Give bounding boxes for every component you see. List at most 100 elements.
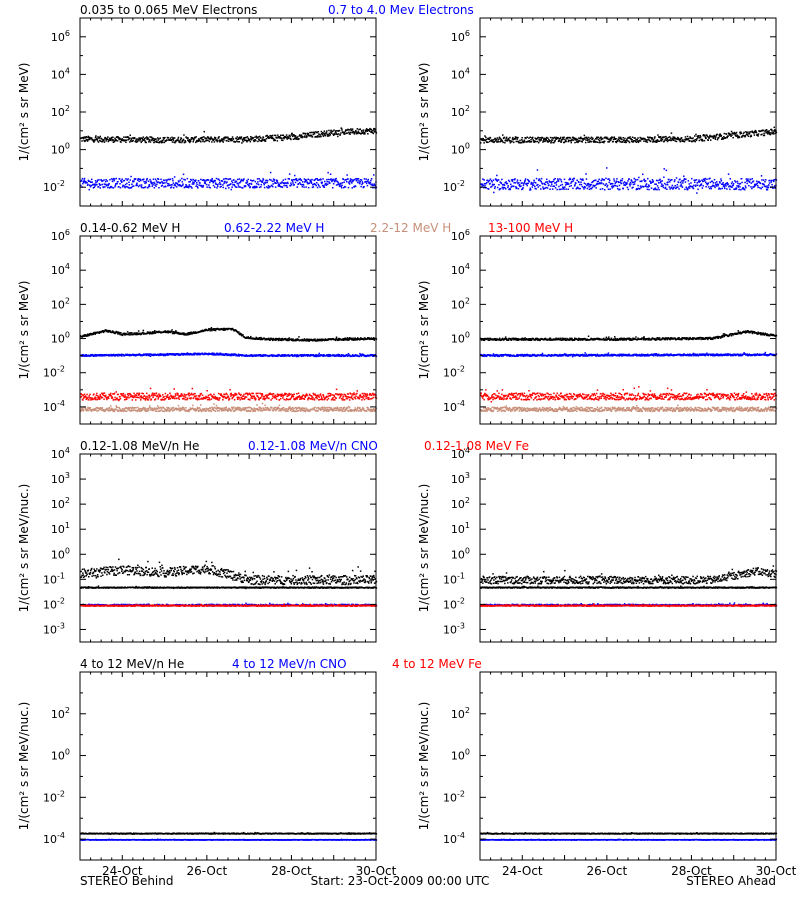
data-point [768, 184, 770, 186]
data-point [216, 178, 218, 180]
data-point [223, 187, 225, 189]
data-point [308, 133, 310, 135]
data-point [601, 180, 603, 182]
data-point [349, 133, 351, 135]
data-point [122, 335, 124, 337]
data-point [258, 178, 260, 180]
data-point [538, 186, 540, 188]
data-point [709, 178, 711, 180]
data-point [623, 139, 625, 141]
chart-area: 0.035 to 0.065 MeV Electrons 0.7 to 4.0 M… [17, 3, 797, 878]
data-point [260, 410, 262, 412]
data-point [164, 411, 166, 413]
data-point [680, 183, 682, 185]
data-point [217, 140, 219, 142]
data-point [171, 137, 173, 139]
data-point [771, 130, 773, 132]
data-point [245, 408, 247, 410]
data-point [187, 137, 189, 139]
data-point [723, 184, 725, 186]
data-point [119, 334, 121, 336]
data-point [762, 187, 764, 189]
data-point [677, 184, 679, 186]
data-point [187, 186, 189, 188]
data-point [146, 142, 148, 144]
data-point [327, 407, 329, 409]
data-point [713, 185, 715, 187]
data-point [646, 186, 648, 188]
data-point [532, 182, 534, 184]
data-point [277, 180, 279, 182]
data-point [354, 133, 356, 135]
data-point [323, 410, 325, 412]
data-point [294, 136, 296, 138]
data-point [124, 187, 126, 189]
data-point [731, 134, 733, 136]
data-point [502, 142, 504, 144]
data-point [585, 183, 587, 185]
data-point [282, 140, 284, 142]
data-point [197, 407, 199, 409]
data-point [760, 188, 762, 190]
data-point [757, 135, 759, 137]
data-point [243, 137, 245, 139]
data-point [250, 186, 252, 188]
data-point [689, 183, 691, 185]
data-point [548, 184, 550, 186]
data-point [496, 175, 498, 177]
data-point [624, 138, 626, 140]
data-point [750, 186, 752, 188]
data-point [717, 139, 719, 141]
data-point [525, 138, 527, 140]
data-point [598, 181, 600, 183]
data-point [91, 181, 93, 183]
data-point [675, 140, 677, 142]
data-point [256, 183, 258, 185]
data-point [752, 178, 754, 180]
data-point [766, 129, 768, 131]
y-axis-label: 1/(cm² s sr MeV) [17, 63, 31, 162]
data-point [250, 179, 252, 181]
data-point [109, 407, 111, 409]
data-point [713, 138, 715, 140]
data-point [571, 181, 573, 183]
data-point [316, 182, 318, 184]
data-point [261, 410, 263, 412]
data-point [253, 180, 255, 182]
data-point [623, 137, 625, 139]
data-point [724, 133, 726, 135]
data-point [230, 178, 232, 180]
data-point [625, 140, 627, 142]
data-point [349, 183, 351, 185]
data-point [236, 140, 238, 142]
data-point [749, 131, 751, 133]
data-point [295, 182, 297, 184]
data-point [143, 136, 145, 138]
data-point [604, 141, 606, 143]
data-point [195, 185, 197, 187]
data-point [259, 140, 261, 142]
data-point [677, 186, 679, 188]
data-point [142, 138, 144, 140]
data-point [630, 182, 632, 184]
data-point [533, 184, 535, 186]
data-point [718, 137, 720, 139]
data-point [335, 130, 337, 132]
data-point [190, 181, 192, 183]
data-point [112, 137, 114, 139]
data-point [145, 409, 147, 411]
data-point [295, 411, 297, 413]
data-point [128, 187, 130, 189]
data-point [198, 180, 200, 182]
data-point [732, 137, 734, 139]
data-point [531, 182, 533, 184]
data-point [97, 410, 99, 412]
data-point [253, 141, 255, 143]
data-point [551, 141, 553, 143]
data-point [565, 184, 567, 186]
data-point [365, 181, 367, 183]
data-point [100, 184, 102, 186]
data-point [483, 185, 485, 187]
data-point [125, 178, 127, 180]
data-point [296, 178, 298, 180]
